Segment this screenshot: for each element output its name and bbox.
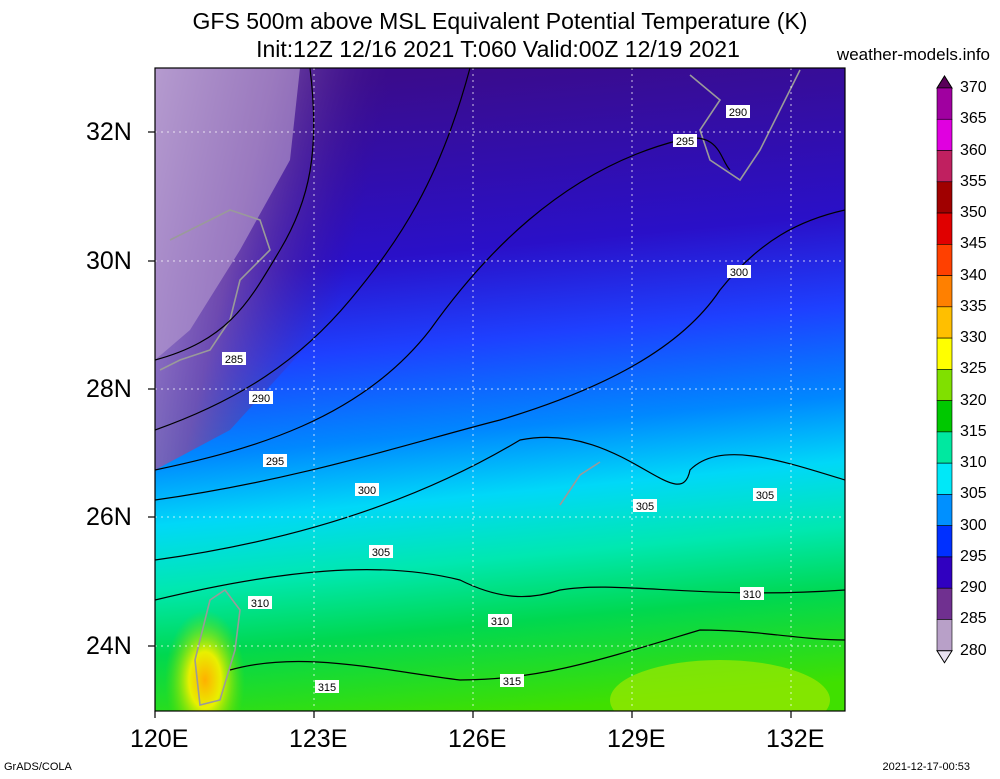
colorbar-swatch	[936, 275, 953, 308]
lon-label: 126E	[448, 725, 507, 753]
colorbar-label: 365	[960, 110, 987, 128]
colorbar-label: 310	[960, 454, 987, 472]
axis-ticks	[148, 131, 792, 718]
contour-label: 295	[673, 134, 697, 148]
colorbar-top-arrow	[936, 75, 953, 89]
colorbar-swatch	[936, 619, 953, 652]
lon-label: 123E	[289, 725, 348, 753]
credit-label: GrADS/COLA	[4, 761, 72, 773]
contour-label: 315	[315, 680, 339, 694]
lat-label: 24N	[86, 632, 132, 660]
colorbar-swatch	[936, 181, 953, 214]
lon-label: 132E	[766, 725, 825, 753]
colorbar-label: 340	[960, 266, 987, 284]
svg-text:295: 295	[266, 456, 284, 468]
lat-label: 28N	[86, 375, 132, 403]
contour-label: 310	[488, 614, 512, 628]
colorbar-label: 280	[960, 641, 987, 659]
chart-title: GFS 500m above MSL Equivalent Potential …	[192, 8, 808, 34]
contour-label: 295	[263, 454, 287, 468]
contour-label: 315	[500, 674, 524, 688]
contour-label: 310	[740, 587, 764, 601]
colorbar	[936, 75, 953, 664]
contour-lines	[155, 68, 845, 681]
lon-label: 129E	[607, 725, 666, 753]
colorbar-swatch	[936, 431, 953, 464]
svg-text:315: 315	[318, 682, 336, 694]
colorbar-label: 315	[960, 422, 987, 440]
lon-label: 120E	[130, 725, 189, 753]
colorbar-label: 325	[960, 360, 987, 378]
colorbar-swatch	[936, 400, 953, 433]
colorbar-swatch	[936, 306, 953, 339]
contour-label-group: 290 295 285 290 295 300 300 305 305 305 …	[222, 105, 777, 694]
colorbar-swatch	[936, 150, 953, 183]
contour-label: 310	[248, 596, 272, 610]
coastline-kyushu	[689, 69, 801, 182]
coastline-china	[159, 209, 271, 371]
chart-subtitle: Init:12Z 12/16 2021 T:060 Valid:00Z 12/1…	[256, 36, 740, 62]
coastline-taiwan	[194, 588, 241, 706]
lat-label: 26N	[86, 503, 132, 531]
lat-label: 32N	[86, 118, 132, 146]
colorbar-label: 335	[960, 297, 987, 315]
svg-text:300: 300	[730, 267, 748, 279]
svg-text:305: 305	[636, 501, 654, 513]
svg-text:295: 295	[676, 136, 694, 148]
colorbar-swatch	[936, 337, 953, 370]
colorbar-swatch	[936, 462, 953, 495]
colorbar-label: 355	[960, 172, 987, 190]
colorbar-bottom-arrow	[936, 650, 953, 664]
svg-text:305: 305	[756, 490, 774, 502]
svg-text:290: 290	[729, 107, 747, 119]
svg-text:285: 285	[225, 354, 243, 366]
graticule	[155, 68, 845, 711]
map-field: 290 295 285 290 295 300 300 305 305 305 …	[155, 68, 845, 711]
colorbar-label: 295	[960, 547, 987, 565]
colorbar-swatch	[936, 87, 953, 120]
lat-label: 30N	[86, 247, 132, 275]
contour-label: 305	[753, 488, 777, 502]
colorbar-label: 305	[960, 485, 987, 503]
colorbar-label: 320	[960, 391, 987, 409]
colorbar-swatch	[936, 556, 953, 589]
contour-label: 305	[633, 499, 657, 513]
colorbar-swatch	[936, 587, 953, 620]
colorbar-swatch	[936, 494, 953, 526]
source-label: weather-models.info	[836, 45, 990, 64]
colorbar-label: 370	[960, 79, 987, 96]
colorbar-label: 345	[960, 235, 987, 253]
colorbar-swatch	[936, 244, 953, 276]
colorbar-label: 290	[960, 579, 987, 597]
contour-label: 290	[726, 105, 750, 119]
svg-text:310: 310	[251, 598, 269, 610]
svg-text:305: 305	[372, 547, 390, 559]
colorbar-swatch	[936, 212, 953, 245]
contour-label: 305	[369, 545, 393, 559]
contour-label: 285	[222, 352, 246, 366]
contour-label: 290	[249, 391, 273, 405]
contour-label: 300	[727, 265, 751, 279]
svg-text:310: 310	[491, 616, 509, 628]
colorbar-swatch	[936, 525, 953, 558]
svg-text:290: 290	[252, 393, 270, 405]
colorbar-label: 330	[960, 329, 987, 347]
colorbar-label: 285	[960, 610, 987, 628]
svg-text:300: 300	[358, 485, 376, 497]
colorbar-label: 350	[960, 204, 987, 222]
coastline-okinawa	[559, 461, 601, 506]
colorbar-label: 360	[960, 141, 987, 159]
colorbar-label: 300	[960, 516, 987, 534]
timestamp-label: 2021-12-17-00:53	[882, 761, 970, 773]
colorbar-swatch	[936, 369, 953, 401]
svg-text:310: 310	[743, 589, 761, 601]
contour-label: 300	[355, 483, 379, 497]
colorbar-swatch	[936, 118, 953, 151]
svg-text:315: 315	[503, 676, 521, 688]
